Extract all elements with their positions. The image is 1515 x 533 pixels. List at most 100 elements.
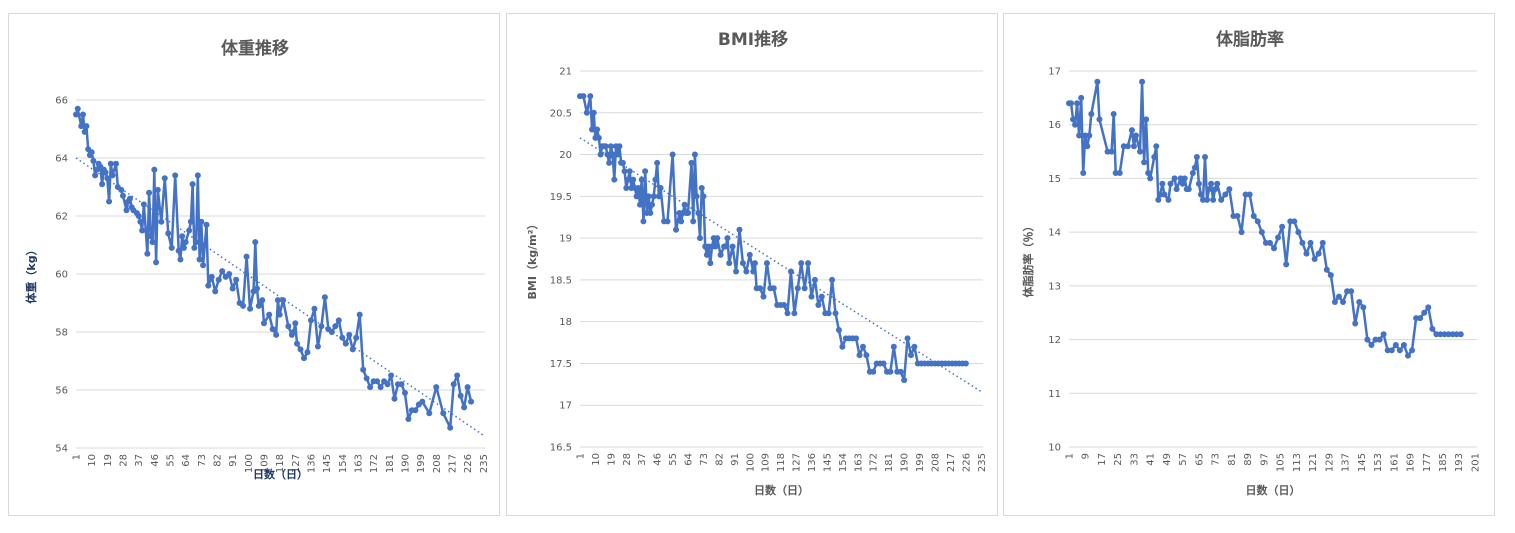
weight-data-point — [356, 311, 363, 318]
bmi-data-point — [729, 243, 736, 250]
bmi-data-point — [616, 143, 623, 150]
fat-data-point — [1425, 304, 1432, 311]
bmi-x-tick-label: 163 — [853, 453, 864, 472]
weight-x-tick-label: 145 — [322, 454, 333, 473]
fat-data-point — [1141, 159, 1148, 166]
weight-data-point — [353, 334, 360, 341]
fat-data-point — [1143, 116, 1150, 123]
fat-x-tick-label: 33 — [1129, 453, 1140, 466]
bmi-data-point — [736, 226, 743, 233]
bmi-data-point — [770, 285, 777, 292]
fat-data-point — [1070, 116, 1077, 123]
bmi-data-point — [870, 368, 877, 375]
fat-x-tick-label: 145 — [1357, 453, 1368, 472]
weight-data-point — [153, 259, 160, 266]
body-fat-chart: 体脂肪率 10 11 12 13 14 15 16 17 1 9 17 25 33 41 49 57 65 73 81… — [1021, 29, 1481, 497]
weight-data-point — [196, 256, 203, 263]
bmi-data-point — [589, 126, 596, 133]
weight-data-point — [405, 416, 412, 422]
weight-data-point — [193, 239, 200, 246]
weight-data-point — [139, 227, 146, 234]
weight-data-point — [233, 276, 240, 283]
bmi-x-tick-label: 55 — [668, 453, 679, 466]
weight-data-point — [229, 285, 236, 292]
fat-data-point — [1204, 196, 1211, 203]
fat-data-point — [1108, 148, 1115, 155]
bmi-data-point — [703, 251, 710, 258]
fat-y-tick-label: 14 — [1048, 228, 1061, 239]
weight-data-point — [151, 166, 158, 173]
fat-data-point — [1208, 180, 1215, 187]
fat-data-point — [1400, 341, 1407, 348]
bmi-data-point — [901, 377, 908, 384]
fat-data-point — [1088, 110, 1095, 117]
weight-y-tick-label: 60 — [55, 270, 68, 281]
bmi-data-point — [664, 218, 671, 225]
fat-data-point — [1429, 325, 1436, 332]
bmi-data-point — [832, 310, 839, 317]
weight-y-axis-label: 体重（kg） — [24, 244, 38, 303]
weight-x-tick-label: 118 — [275, 454, 286, 473]
fat-data-point — [1238, 229, 1245, 236]
weight-data-point — [191, 244, 198, 251]
fat-data-point — [1080, 170, 1087, 177]
fat-data-point — [1222, 191, 1229, 198]
bmi-x-tick-label: 127 — [792, 453, 803, 472]
weight-x-tick-label: 190 — [400, 454, 411, 473]
fat-data-point — [1068, 100, 1075, 107]
weight-data-point — [259, 297, 266, 304]
weight-data-point — [273, 331, 280, 338]
weight-data-point — [398, 381, 405, 388]
bmi-data-point — [805, 260, 812, 267]
bmi-data-point — [583, 109, 590, 116]
bmi-data-point — [733, 268, 740, 275]
fat-data-point — [1234, 213, 1241, 220]
bmi-data-point — [760, 293, 767, 300]
weight-data-point — [168, 244, 175, 251]
fat-data-point — [1246, 191, 1253, 198]
weight-data-point — [274, 297, 281, 304]
fat-data-point — [1076, 132, 1083, 139]
bmi-data-point — [751, 260, 758, 267]
bmi-data-point — [787, 268, 794, 275]
bmi-chart-title: BMI推移 — [718, 29, 788, 50]
weight-data-point — [119, 192, 126, 199]
weight-data-point — [88, 149, 95, 156]
bmi-data-point — [887, 368, 894, 375]
fat-data-point — [1457, 331, 1464, 338]
weight-data-point — [318, 323, 325, 330]
fat-x-tick-label: 9 — [1081, 453, 1092, 459]
weight-data-point — [172, 172, 179, 179]
fat-x-tick-label: 169 — [1406, 453, 1417, 472]
bmi-data-point — [739, 260, 746, 267]
weight-x-tick-label: 82 — [212, 454, 223, 467]
bmi-data-point — [655, 193, 662, 200]
bmi-data-point — [712, 243, 719, 250]
weight-data-point — [79, 111, 86, 118]
fat-data-point — [1212, 186, 1219, 193]
bmi-y-axis-label: BMI（kg/m²） — [526, 219, 539, 300]
fat-data-point — [1376, 336, 1383, 343]
fat-data-point — [1295, 229, 1302, 236]
fat-x-tick-label: 193 — [1454, 453, 1465, 472]
weight-data-point — [346, 331, 353, 338]
fat-data-point — [1348, 288, 1355, 295]
fat-x-tick-label: 105 — [1276, 453, 1287, 472]
bmi-x-tick-label: 37 — [637, 453, 648, 466]
bmi-y-tick-label: 17 — [559, 401, 572, 412]
weight-data-point — [311, 305, 318, 312]
bmi-data-point — [693, 193, 700, 200]
bmi-y-tick-label: 18 — [559, 317, 572, 328]
fat-data-point — [1360, 304, 1367, 311]
bmi-x-tick-label: 136 — [807, 453, 818, 472]
fat-data-point — [1185, 186, 1192, 193]
fat-data-point — [1159, 180, 1166, 187]
weight-series-line — [74, 107, 473, 429]
fat-x-tick-label: 185 — [1438, 453, 1449, 472]
fat-data-point — [1368, 341, 1375, 348]
weight-data-point — [161, 175, 168, 182]
weight-data-point — [374, 378, 381, 385]
bmi-data-point — [614, 151, 621, 158]
fat-y-tick-label: 12 — [1048, 335, 1061, 346]
weight-data-point — [297, 346, 304, 353]
